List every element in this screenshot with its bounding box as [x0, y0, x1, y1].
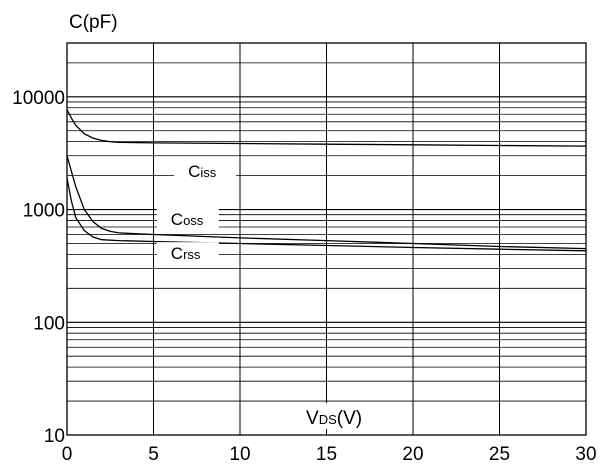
x-axis-title-main: V: [306, 408, 319, 429]
series-line-coss: [66, 155, 587, 250]
x-tick-label: 30: [575, 444, 596, 465]
x-tick-label: 5: [148, 444, 159, 465]
grid-major: [67, 43, 586, 435]
x-tick-labels: 0 5 10 15 20 25 30: [62, 444, 597, 465]
series-label-crss: Crss: [171, 244, 201, 263]
series-label-ciss: Ciss: [188, 162, 217, 181]
y-tick-label: 100: [33, 313, 65, 334]
y-tick-label: 10: [44, 426, 65, 447]
y-tick-label: 1000: [23, 201, 65, 222]
x-axis-title-sub: DS: [319, 412, 337, 427]
series-label-background: [156, 208, 219, 231]
x-tick-label: 15: [316, 444, 337, 465]
series-label-background: [174, 159, 237, 182]
plot-frame: [66, 42, 587, 436]
x-tick-label: 25: [489, 444, 510, 465]
x-tick-label: 0: [62, 444, 73, 465]
y-axis-title: C(pF): [69, 12, 118, 33]
y-tick-label: 10000: [12, 88, 65, 109]
x-tick-label: 10: [229, 444, 250, 465]
y-tick-labels: 10 100 1000 10000: [12, 88, 65, 447]
series-line-crss: [66, 177, 587, 252]
x-axis-title-background: [302, 403, 358, 429]
x-axis-title: VDS(V): [302, 403, 362, 429]
svg-text:VDS(V): VDS(V): [306, 408, 362, 429]
series-label-background: [156, 242, 219, 265]
series-line-ciss: [66, 109, 587, 147]
x-tick-label: 20: [402, 444, 423, 465]
series-label-coss: Coss: [171, 210, 204, 229]
series-labels: Ciss Coss Crss: [156, 159, 237, 265]
x-axis-title-unit: (V): [337, 408, 362, 429]
series-lines: [66, 109, 587, 252]
